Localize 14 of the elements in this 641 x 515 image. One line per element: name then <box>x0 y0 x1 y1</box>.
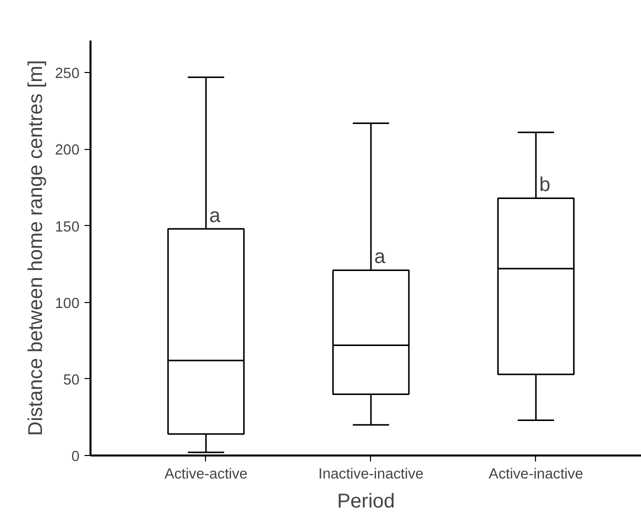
y-tick-label: 0 <box>71 449 80 465</box>
x-tick-label: Inactive-inactive <box>318 466 424 482</box>
x-tick-label: Active-inactive <box>488 466 584 482</box>
annotation: a <box>209 204 222 227</box>
y-tick-label: 50 <box>63 372 80 388</box>
y-tick-label: 200 <box>55 142 80 159</box>
x-axis-title: Period <box>337 490 395 512</box>
annotation: a <box>374 246 386 268</box>
annotation: b <box>539 174 550 196</box>
y-tick-label: 100 <box>55 296 80 312</box>
y-axis-title: Distance between home range centres [m] <box>25 60 48 436</box>
y-tick-label: 250 <box>55 66 80 82</box>
x-tick-label: Active-active <box>164 466 248 482</box>
y-tick-label: 150 <box>55 219 80 236</box>
